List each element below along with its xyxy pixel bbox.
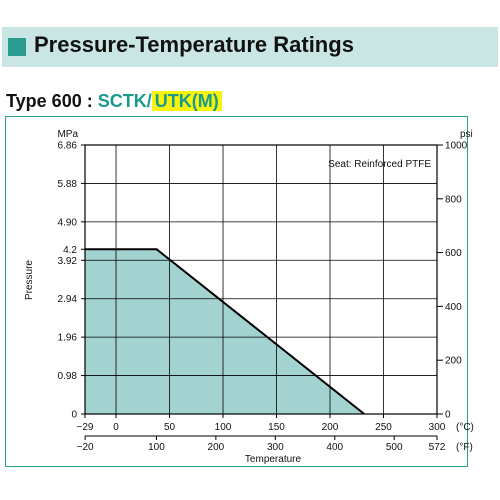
y-right-tick-label: 400 xyxy=(445,302,462,313)
x-top-unit: (°F) xyxy=(456,442,473,453)
sctk-label: SCTK xyxy=(97,91,147,111)
y-right-tick-label: 600 xyxy=(445,248,462,259)
x-bottom-tick-label: 50 xyxy=(164,422,176,433)
y-right-tick-label: 200 xyxy=(445,356,462,367)
seat-annotation: Seat: Reinforced PTFE xyxy=(328,159,431,170)
y-left-unit: MPa xyxy=(57,129,78,140)
y-right-unit: psi xyxy=(460,129,473,140)
x-axis-label: Temperature xyxy=(245,454,302,465)
y-right-tick-label: 1000 xyxy=(445,141,468,152)
type-label: Type 600 : xyxy=(6,91,98,111)
x-top-tick-label: 200 xyxy=(208,442,225,453)
x-top-tick-label: −20 xyxy=(77,442,94,453)
y-left-tick-label: 1.96 xyxy=(58,333,78,344)
y-left-tick-label: 0 xyxy=(71,410,77,421)
x-bottom-unit: (°C) xyxy=(456,422,474,433)
x-bottom-tick-label: −29 xyxy=(77,422,94,433)
x-top-tick-label: 500 xyxy=(386,442,403,453)
x-bottom-tick-label: 200 xyxy=(322,422,339,433)
rating-area xyxy=(85,249,365,414)
y-left-tick-label: 6.86 xyxy=(58,141,78,152)
x-bottom-tick-label: 150 xyxy=(268,422,285,433)
x-top-tick-label: 300 xyxy=(267,442,284,453)
x-bottom-tick-label: 300 xyxy=(429,422,446,433)
y-axis-label: Pressure xyxy=(24,260,35,300)
title-banner: Pressure-Temperature Ratings xyxy=(2,27,498,67)
y-left-tick-label: 4.2 xyxy=(63,245,77,256)
chart-frame xyxy=(5,116,468,467)
y-left-tick-label: 2.94 xyxy=(58,294,78,305)
x-bottom-tick-label: 250 xyxy=(375,422,392,433)
x-top-tick-label: 400 xyxy=(326,442,343,453)
y-right-tick-label: 0 xyxy=(445,410,451,421)
y-left-tick-label: 5.88 xyxy=(58,179,78,190)
separator-label: / xyxy=(146,91,152,111)
x-bottom-tick-label: 0 xyxy=(113,422,119,433)
y-left-tick-label: 0.98 xyxy=(58,371,78,382)
y-left-tick-label: 4.90 xyxy=(58,217,78,228)
x-top-tick-label: 100 xyxy=(148,442,165,453)
x-bottom-tick-label: 100 xyxy=(215,422,232,433)
page-title: Pressure-Temperature Ratings xyxy=(34,32,354,57)
y-left-tick-label: 3.92 xyxy=(58,256,78,267)
y-right-tick-label: 800 xyxy=(445,194,462,205)
utk-label: UTK(M) xyxy=(151,91,222,111)
rating-line xyxy=(85,248,365,415)
x-top-tick-label: 572 xyxy=(429,442,446,453)
chart-subtitle: Type 600 : SCTK/UTK(M) xyxy=(6,90,222,112)
banner-square-icon xyxy=(8,38,26,56)
plot-border xyxy=(84,144,438,415)
